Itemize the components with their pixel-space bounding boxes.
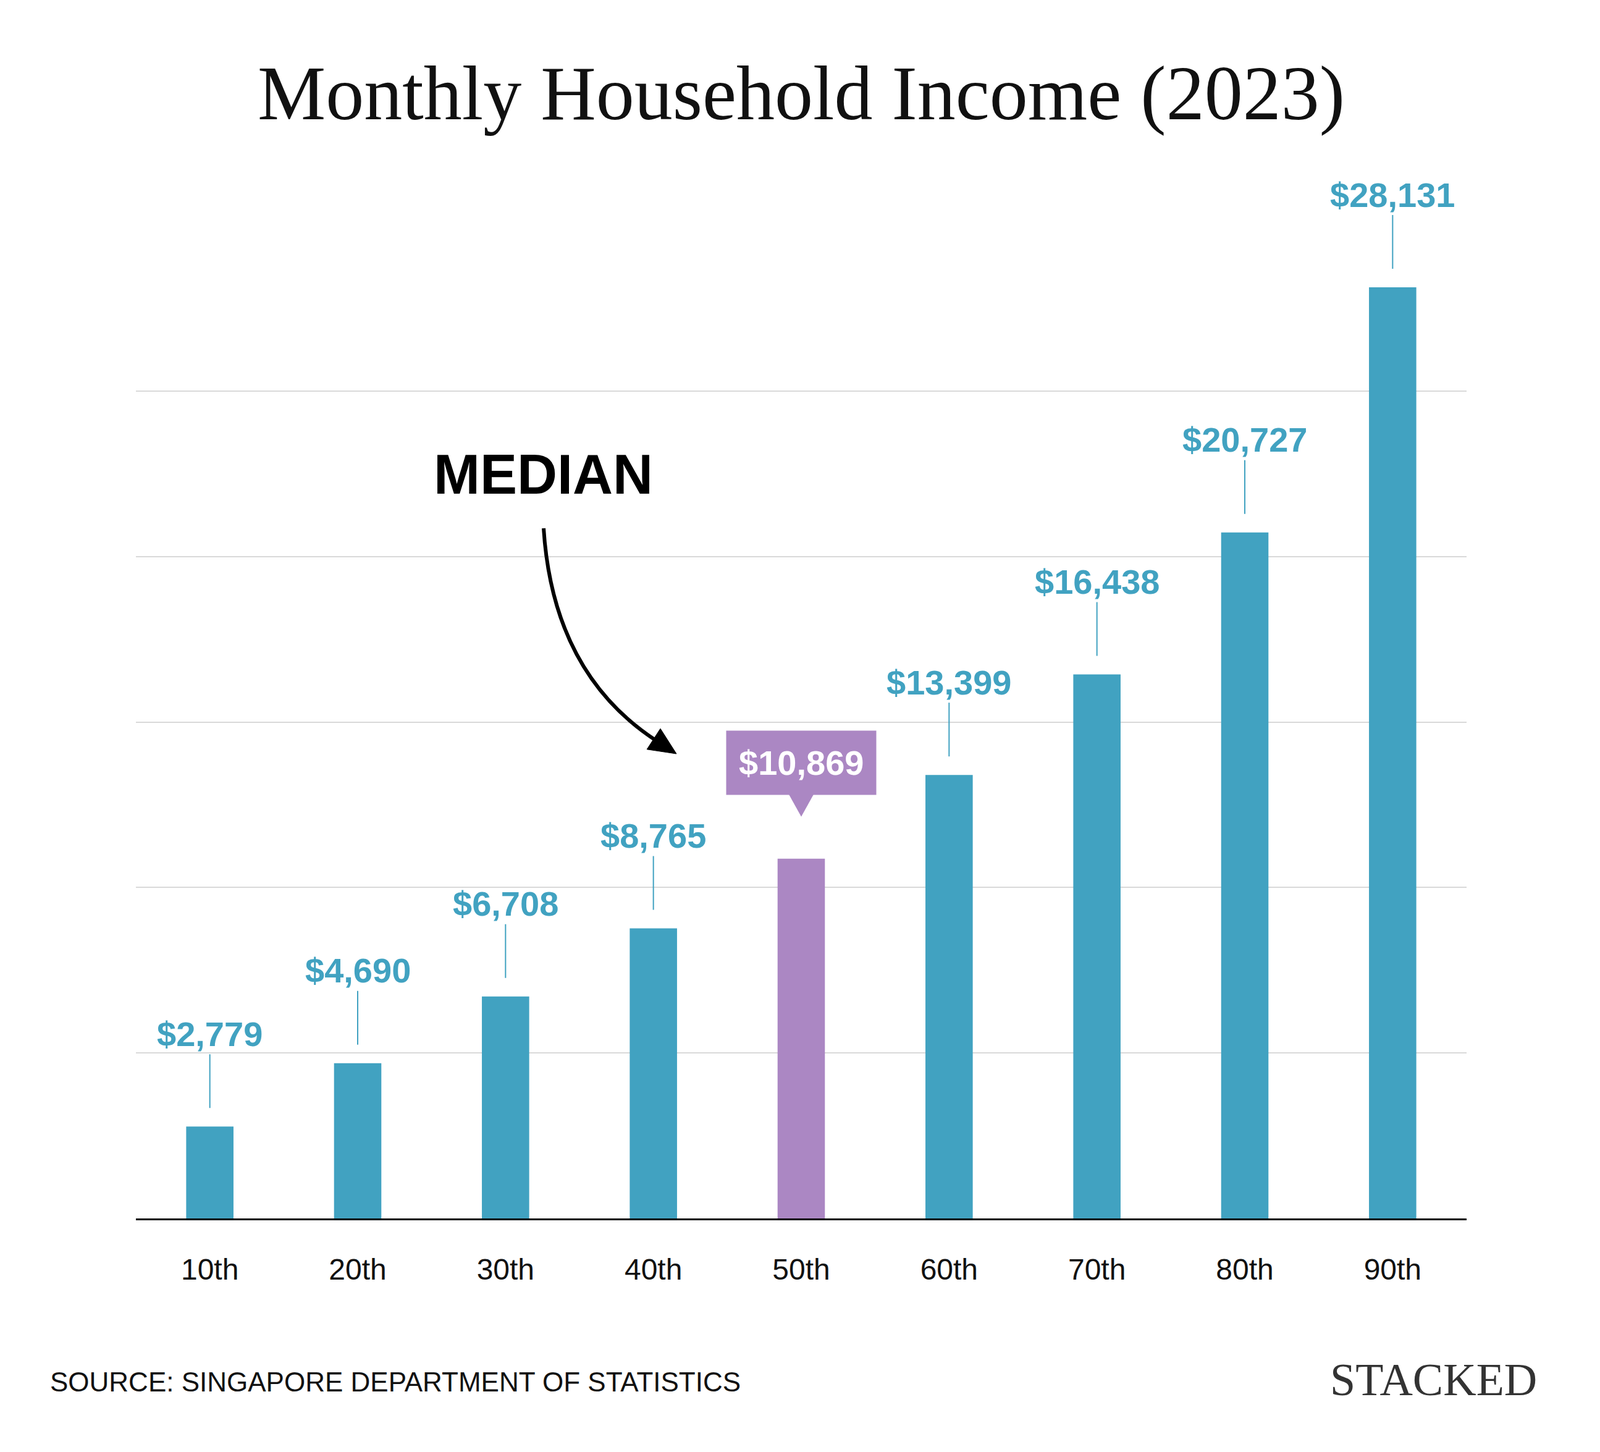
svg-text:70th: 70th [1068,1252,1126,1286]
svg-text:$16,438: $16,438 [1034,562,1160,602]
svg-text:$4,690: $4,690 [305,950,411,990]
svg-text:Monthly Household Income (2023: Monthly Household Income (2023) [257,51,1345,136]
svg-text:$28,131: $28,131 [1330,175,1455,215]
svg-text:60th: 60th [920,1252,978,1286]
svg-text:10th: 10th [181,1252,239,1286]
svg-text:80th: 80th [1215,1252,1274,1286]
svg-text:MEDIAN: MEDIAN [433,443,653,506]
svg-text:$13,399: $13,399 [886,662,1012,702]
svg-text:STACKED: STACKED [1330,1354,1537,1405]
svg-text:50th: 50th [772,1252,830,1286]
svg-text:$8,765: $8,765 [600,816,707,855]
svg-text:40th: 40th [624,1252,683,1286]
svg-text:$20,727: $20,727 [1182,420,1308,459]
svg-text:30th: 30th [476,1252,535,1286]
svg-text:20th: 20th [328,1252,387,1286]
svg-text:$10,869: $10,869 [738,743,864,783]
svg-text:90th: 90th [1364,1252,1422,1286]
svg-text:SOURCE: SINGAPORE DEPARTMENT O: SOURCE: SINGAPORE DEPARTMENT OF STATISTI… [50,1366,741,1397]
svg-text:$6,708: $6,708 [452,884,559,923]
svg-text:$2,779: $2,779 [156,1014,263,1054]
